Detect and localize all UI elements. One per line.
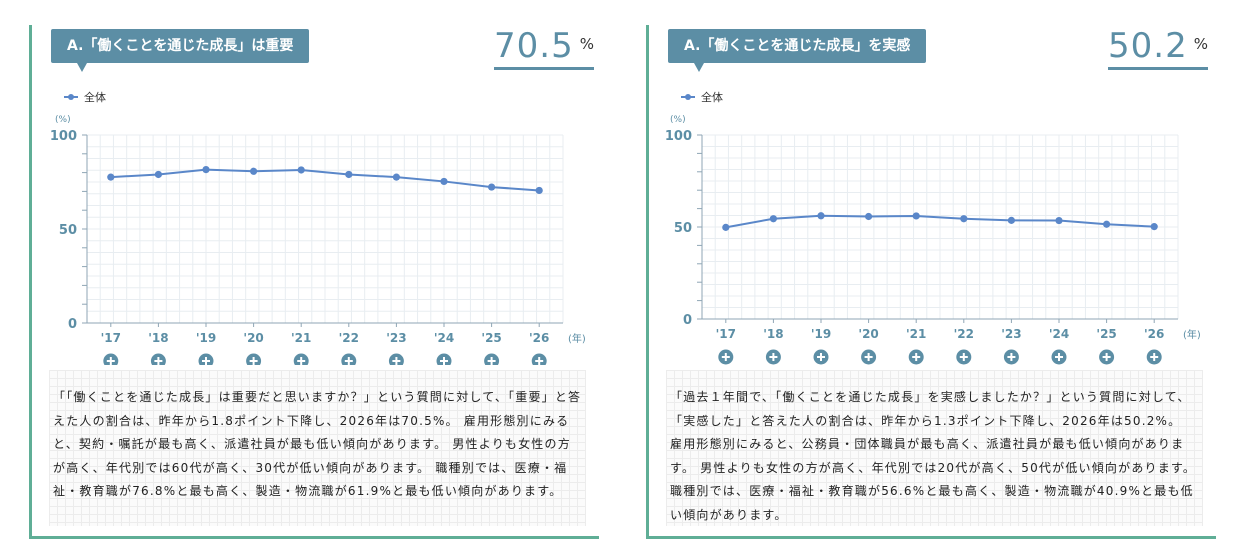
expand-year-button[interactable] (388, 353, 404, 366)
data-point (535, 186, 543, 195)
legend-label: 全体 (701, 91, 723, 104)
data-point (960, 215, 968, 223)
series-line (110, 168, 540, 192)
expand-year-button[interactable] (1146, 349, 1162, 365)
line-chart: (%) 0 50 100 '17 '18 '19 '20 '21 '22 '23 '24 '25 '26 (… (50, 115, 586, 366)
grid (86, 134, 564, 324)
data-point (769, 215, 777, 223)
expand-year-button[interactable] (436, 353, 452, 366)
x-tick-label: '26 (529, 331, 549, 345)
x-tick-label: '24 (434, 331, 454, 345)
expand-year-button[interactable] (1051, 349, 1067, 365)
x-tick-label: '19 (196, 331, 216, 345)
x-unit-label: (年) (1183, 328, 1201, 341)
x-tick-label: '21 (906, 327, 926, 341)
data-point (345, 170, 353, 179)
description-text: 「過去１年間で、「働くことを通じた成長」を実感しましたか？」という質問に対して、… (666, 370, 1203, 526)
data-point (912, 212, 920, 220)
x-tick-label: '20 (858, 327, 878, 341)
y-tick-label: 100 (665, 129, 692, 144)
data-point (1150, 223, 1158, 231)
x-tick-label: '17 (716, 327, 736, 341)
expand-year-button[interactable] (956, 349, 972, 365)
expand-year-button[interactable] (718, 349, 734, 365)
series-line (725, 214, 1155, 229)
line-chart: (%) 0 50 100 '17 '18 '19 '20 '21 '22 '23 '24 '25 '26 (… (665, 115, 1201, 365)
expand-year-button[interactable] (150, 353, 166, 366)
data-point (107, 173, 115, 181)
data-point (1103, 220, 1111, 228)
data-point (722, 223, 730, 231)
expand-year-button[interactable] (293, 353, 309, 366)
x-tick-label: '18 (763, 327, 783, 341)
x-tick-label: '22 (954, 327, 974, 341)
data-point (1055, 216, 1063, 225)
headline-value: 50.2% (1108, 25, 1208, 70)
y-tick-label: 0 (68, 317, 77, 332)
data-point (154, 170, 162, 179)
expand-year-button[interactable] (1003, 349, 1019, 365)
data-point (392, 173, 400, 181)
data-point (865, 212, 873, 221)
expand-year-button[interactable] (813, 349, 829, 365)
expand-year-button[interactable] (531, 353, 547, 366)
x-tick-label: '20 (243, 331, 263, 345)
expand-year-button[interactable] (765, 349, 781, 365)
description-text: 「「働くことを通じた成長」は重要だと思いますか？」という質問に対して、「重要」と… (49, 370, 586, 526)
legend: 全体 (64, 89, 106, 105)
expand-year-button[interactable] (861, 349, 877, 365)
y-unit-label: (%) (670, 115, 686, 125)
headline-unit: % (1193, 35, 1208, 53)
x-unit-label: (年) (568, 332, 586, 345)
expand-year-button[interactable] (198, 353, 214, 366)
x-tick-label: '23 (386, 331, 406, 345)
x-tick-label: '17 (101, 331, 121, 345)
data-point (440, 177, 448, 186)
y-tick-label: 100 (50, 129, 77, 144)
data-point (488, 183, 496, 191)
x-tick-label: '19 (811, 327, 831, 341)
y-tick-label: 50 (59, 223, 77, 238)
legend-marker-icon (64, 94, 78, 100)
data-point (297, 166, 305, 174)
expand-year-button[interactable] (246, 353, 262, 366)
chart-title: A.「働くことを通じた成長」を実感 (668, 29, 927, 72)
x-tick-label: '25 (1096, 327, 1116, 341)
y-tick-label: 50 (674, 221, 692, 236)
data-point (202, 165, 210, 174)
headline-unit: % (579, 35, 594, 53)
chart-panel-realization: A.「働くことを通じた成長」を実感 50.2% 全体 (%) 0 50 100 '17 '… (646, 25, 1216, 539)
x-tick-label: '18 (148, 331, 168, 345)
data-point (1007, 216, 1015, 224)
x-tick-label: '25 (481, 331, 501, 345)
expand-year-button[interactable] (484, 353, 500, 366)
x-tick-label: '23 (1001, 327, 1021, 341)
data-point (250, 167, 258, 175)
chart-panel-importance: A.「働くことを通じた成長」は重要 70.5% 全体 (%) 0 50 100 '17 '… (29, 25, 599, 539)
headline-number: 50.2 (1108, 26, 1188, 66)
expand-year-button[interactable] (908, 349, 924, 365)
legend-marker-icon (681, 94, 695, 100)
x-tick-label: '26 (1144, 327, 1164, 341)
x-tick-label: '24 (1049, 327, 1069, 341)
y-unit-label: (%) (55, 115, 71, 125)
chart-title: A.「働くことを通じた成長」は重要 (51, 29, 310, 72)
headline-value: 70.5% (494, 25, 594, 70)
x-tick-label: '21 (291, 331, 311, 345)
legend: 全体 (681, 89, 723, 105)
y-tick-label: 0 (683, 313, 692, 328)
legend-label: 全体 (84, 91, 106, 104)
x-tick-label: '22 (339, 331, 359, 345)
data-point (817, 212, 825, 220)
expand-year-button[interactable] (1099, 349, 1115, 365)
headline-number: 70.5 (494, 26, 574, 66)
expand-year-button[interactable] (103, 353, 119, 366)
grid (701, 134, 1179, 320)
expand-year-button[interactable] (341, 353, 357, 366)
